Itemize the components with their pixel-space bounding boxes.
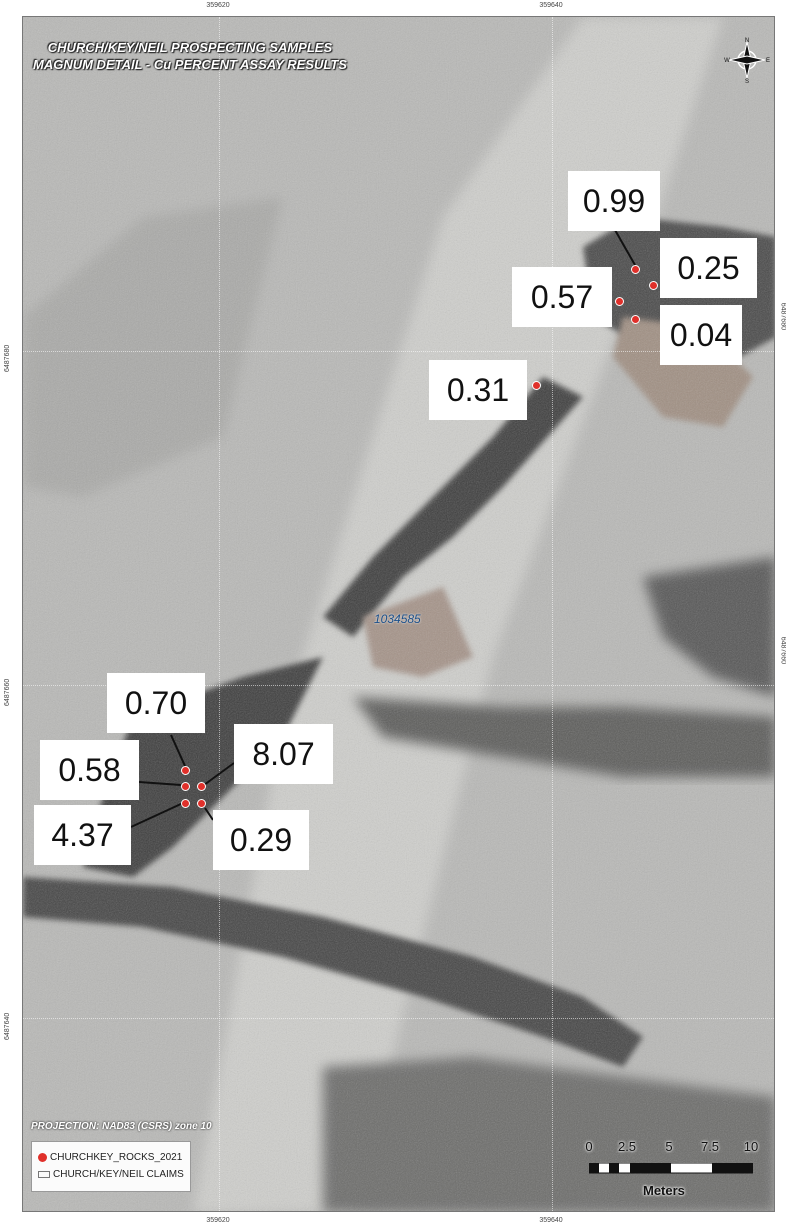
assay-label-0-25: 0.25 <box>660 238 757 298</box>
northing-right-6487680: 6487680 <box>779 302 786 330</box>
sample-point-0-31[interactable] <box>531 380 541 390</box>
scale-tick-10: 10 <box>743 1139 759 1154</box>
assay-label-0-57: 0.57 <box>512 267 612 327</box>
claim-outline-icon <box>38 1171 50 1178</box>
north-arrow-icon: N S E W <box>724 37 770 88</box>
northing-left-6487660: 6487660 <box>4 678 11 706</box>
leader-8-07 <box>203 762 235 786</box>
sample-point-4-37[interactable] <box>180 798 190 808</box>
map-title: CHURCH/KEY/NEIL PROSPECTING SAMPLES MAGN… <box>33 39 347 73</box>
assay-label-8-07: 8.07 <box>234 724 333 784</box>
compass-w: W <box>724 58 730 64</box>
sample-point-0-04[interactable] <box>630 314 640 324</box>
label-leader-lines <box>130 229 636 828</box>
scale-unit: Meters <box>643 1183 685 1198</box>
northing-left-6487680: 6487680 <box>4 344 11 372</box>
easting-top-359640: 359640 <box>539 2 563 9</box>
scale-bar: 0 2.5 5 7.5 10 Meters <box>583 1139 758 1203</box>
compass-s: S <box>745 79 749 83</box>
legend-item-claims: CHURCH/KEY/NEIL CLAIMS <box>38 1169 184 1180</box>
easting-top-359620: 359620 <box>206 2 230 9</box>
sample-point-0-25[interactable] <box>648 280 658 290</box>
red-dot-icon <box>38 1153 47 1162</box>
leader-0-99 <box>614 229 636 266</box>
northing-left-6487640: 6487640 <box>4 1012 11 1040</box>
assay-label-0-99: 0.99 <box>568 171 660 231</box>
aerial-map[interactable]: CHURCH/KEY/NEIL PROSPECTING SAMPLES MAGN… <box>22 16 775 1212</box>
compass-e: E <box>766 58 770 64</box>
sample-point-0-58[interactable] <box>180 781 190 791</box>
assay-label-0-58: 0.58 <box>40 740 139 800</box>
assay-label-0-70: 0.70 <box>107 673 205 733</box>
legend-label-rocks: CHURCHKEY_ROCKS_2021 <box>50 1152 183 1163</box>
sample-point-0-29[interactable] <box>196 798 206 808</box>
grid-line-easting-359620 <box>219 17 220 1211</box>
scale-tick-5: 5 <box>665 1139 673 1154</box>
leader-0-29 <box>204 807 214 821</box>
leader-0-58 <box>138 781 182 786</box>
sample-point-0-57[interactable] <box>614 296 624 306</box>
assay-label-0-31: 0.31 <box>429 360 527 420</box>
compass-n: N <box>745 38 749 44</box>
sample-point-8-07[interactable] <box>196 781 206 791</box>
title-line-1: CHURCH/KEY/NEIL PROSPECTING SAMPLES <box>47 40 333 55</box>
scale-tick-7-5: 7.5 <box>700 1139 720 1154</box>
projection-note: PROJECTION: NAD83 (CSRS) zone 10 <box>31 1121 212 1132</box>
easting-bottom-359620: 359620 <box>206 1217 230 1224</box>
leader-4-37 <box>130 802 184 828</box>
sample-point-0-99[interactable] <box>630 264 640 274</box>
map-legend: CHURCHKEY_ROCKS_2021 CHURCH/KEY/NEIL CLA… <box>31 1141 191 1192</box>
northing-right-6487660: 6487660 <box>779 636 786 664</box>
scale-tick-0: 0 <box>585 1139 593 1154</box>
grid-line-northing-6487640 <box>23 1018 774 1019</box>
scale-bar-graphic <box>589 1163 753 1174</box>
title-line-2: MAGNUM DETAIL - Cu PERCENT ASSAY RESULTS <box>33 57 347 72</box>
legend-item-rocks: CHURCHKEY_ROCKS_2021 <box>38 1152 182 1163</box>
assay-label-4-37: 4.37 <box>34 805 131 865</box>
leader-0-70 <box>170 734 186 767</box>
assay-label-0-29: 0.29 <box>213 810 309 870</box>
claim-id-label: 1034585 <box>374 612 421 626</box>
legend-label-claims: CHURCH/KEY/NEIL CLAIMS <box>53 1169 184 1180</box>
assay-label-0-04: 0.04 <box>660 305 742 365</box>
scale-tick-2-5: 2.5 <box>617 1139 637 1154</box>
grid-line-easting-359640 <box>552 17 553 1211</box>
grid-line-northing-6487680 <box>23 351 774 352</box>
grid-line-northing-6487660 <box>23 685 774 686</box>
easting-bottom-359640: 359640 <box>539 1217 563 1224</box>
sample-point-0-70[interactable] <box>180 765 190 775</box>
